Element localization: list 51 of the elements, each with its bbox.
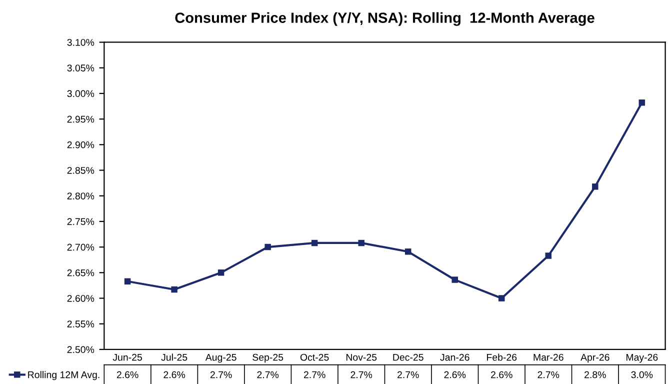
point [545,252,552,259]
data-label: 3.0% [631,371,653,378]
y-tick-label: 2.80% [67,192,94,200]
chart-title: Consumer Price Index (Y/Y, NSA): Rolling 12-Month Average [175,12,594,26]
y-tick-label: 2.55% [67,320,94,328]
point [592,184,598,190]
x-tick-label: Jul-25 [161,354,188,361]
y-tick-label: 3.10% [67,38,94,46]
data-label: 2.7% [350,371,372,378]
y-tick-label: 2.85% [67,166,94,174]
y-tick-label: 2.50% [67,346,94,354]
data-label: 2.7% [257,371,279,378]
y-tick-label: 3.05% [67,64,94,72]
x-tick-label: Sep-25 [252,354,284,363]
data-label: 2.7% [304,371,326,378]
x-tick-label: Mar-26 [534,354,564,361]
point [264,244,271,250]
data-label: 2.6% [164,371,186,378]
point [171,286,178,293]
point [124,278,131,284]
point [498,295,505,302]
data-label: 2.6% [444,371,466,378]
point [638,100,646,106]
x-tick-label: May-26 [626,354,658,363]
x-tick-label: Jun-25 [112,354,142,361]
data-label: 2.6% [116,371,138,378]
x-tick-label: Apr-26 [580,354,610,363]
data-label: 2.7% [210,371,232,378]
x-tick-label: Oct-25 [300,354,329,361]
x-tick-label: Feb-26 [487,354,517,361]
y-tick-label: 2.70% [67,244,94,251]
y-tick-label: 2.90% [67,141,94,148]
x-tick-label: Nov-25 [346,354,377,361]
x-tick-label: Jan-26 [440,354,470,361]
x-tick-label: Aug-25 [205,354,236,363]
point [452,276,458,283]
point [218,270,224,276]
data-label: 2.8% [584,371,606,378]
data-label: 2.7% [538,371,560,378]
legend-label: Rolling 12M Avg. [28,371,100,380]
data-label: 2.7% [398,371,419,378]
y-tick-label: 2.95% [67,116,94,123]
y-tick-label: 2.65% [67,269,94,276]
y-tick-label: 3.00% [67,90,94,98]
y-tick-label: 2.75% [67,218,94,226]
data-label: 2.6% [491,371,512,378]
point [404,248,412,255]
y-tick-label: 2.60% [67,294,94,302]
point [358,240,364,246]
x-tick-label: Dec-25 [393,354,424,361]
point [311,240,318,246]
